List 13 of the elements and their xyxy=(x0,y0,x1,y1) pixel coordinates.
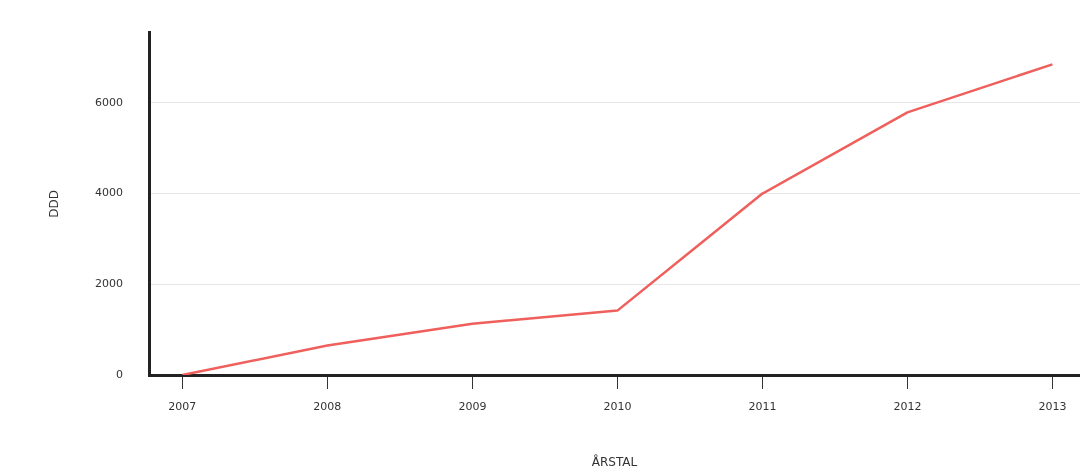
x-tick-label: 2008 xyxy=(313,400,342,414)
x-tick-label: 2012 xyxy=(893,400,922,414)
x-tick-label: 2013 xyxy=(1038,400,1067,414)
x-tick-label: 2009 xyxy=(458,400,487,414)
y-axis-title: DDD xyxy=(47,189,62,218)
x-tick-label: 2011 xyxy=(748,400,777,414)
y-tick-label: 4000 xyxy=(95,186,123,200)
y-tick-label: 6000 xyxy=(95,95,123,109)
y-tick-label: 2000 xyxy=(95,277,123,291)
x-tick-label: 2007 xyxy=(168,400,197,414)
x-tick-label: 2010 xyxy=(603,400,632,414)
x-axis-title: ÅRSTAL xyxy=(591,453,638,469)
y-tick-label: 0 xyxy=(116,367,123,381)
